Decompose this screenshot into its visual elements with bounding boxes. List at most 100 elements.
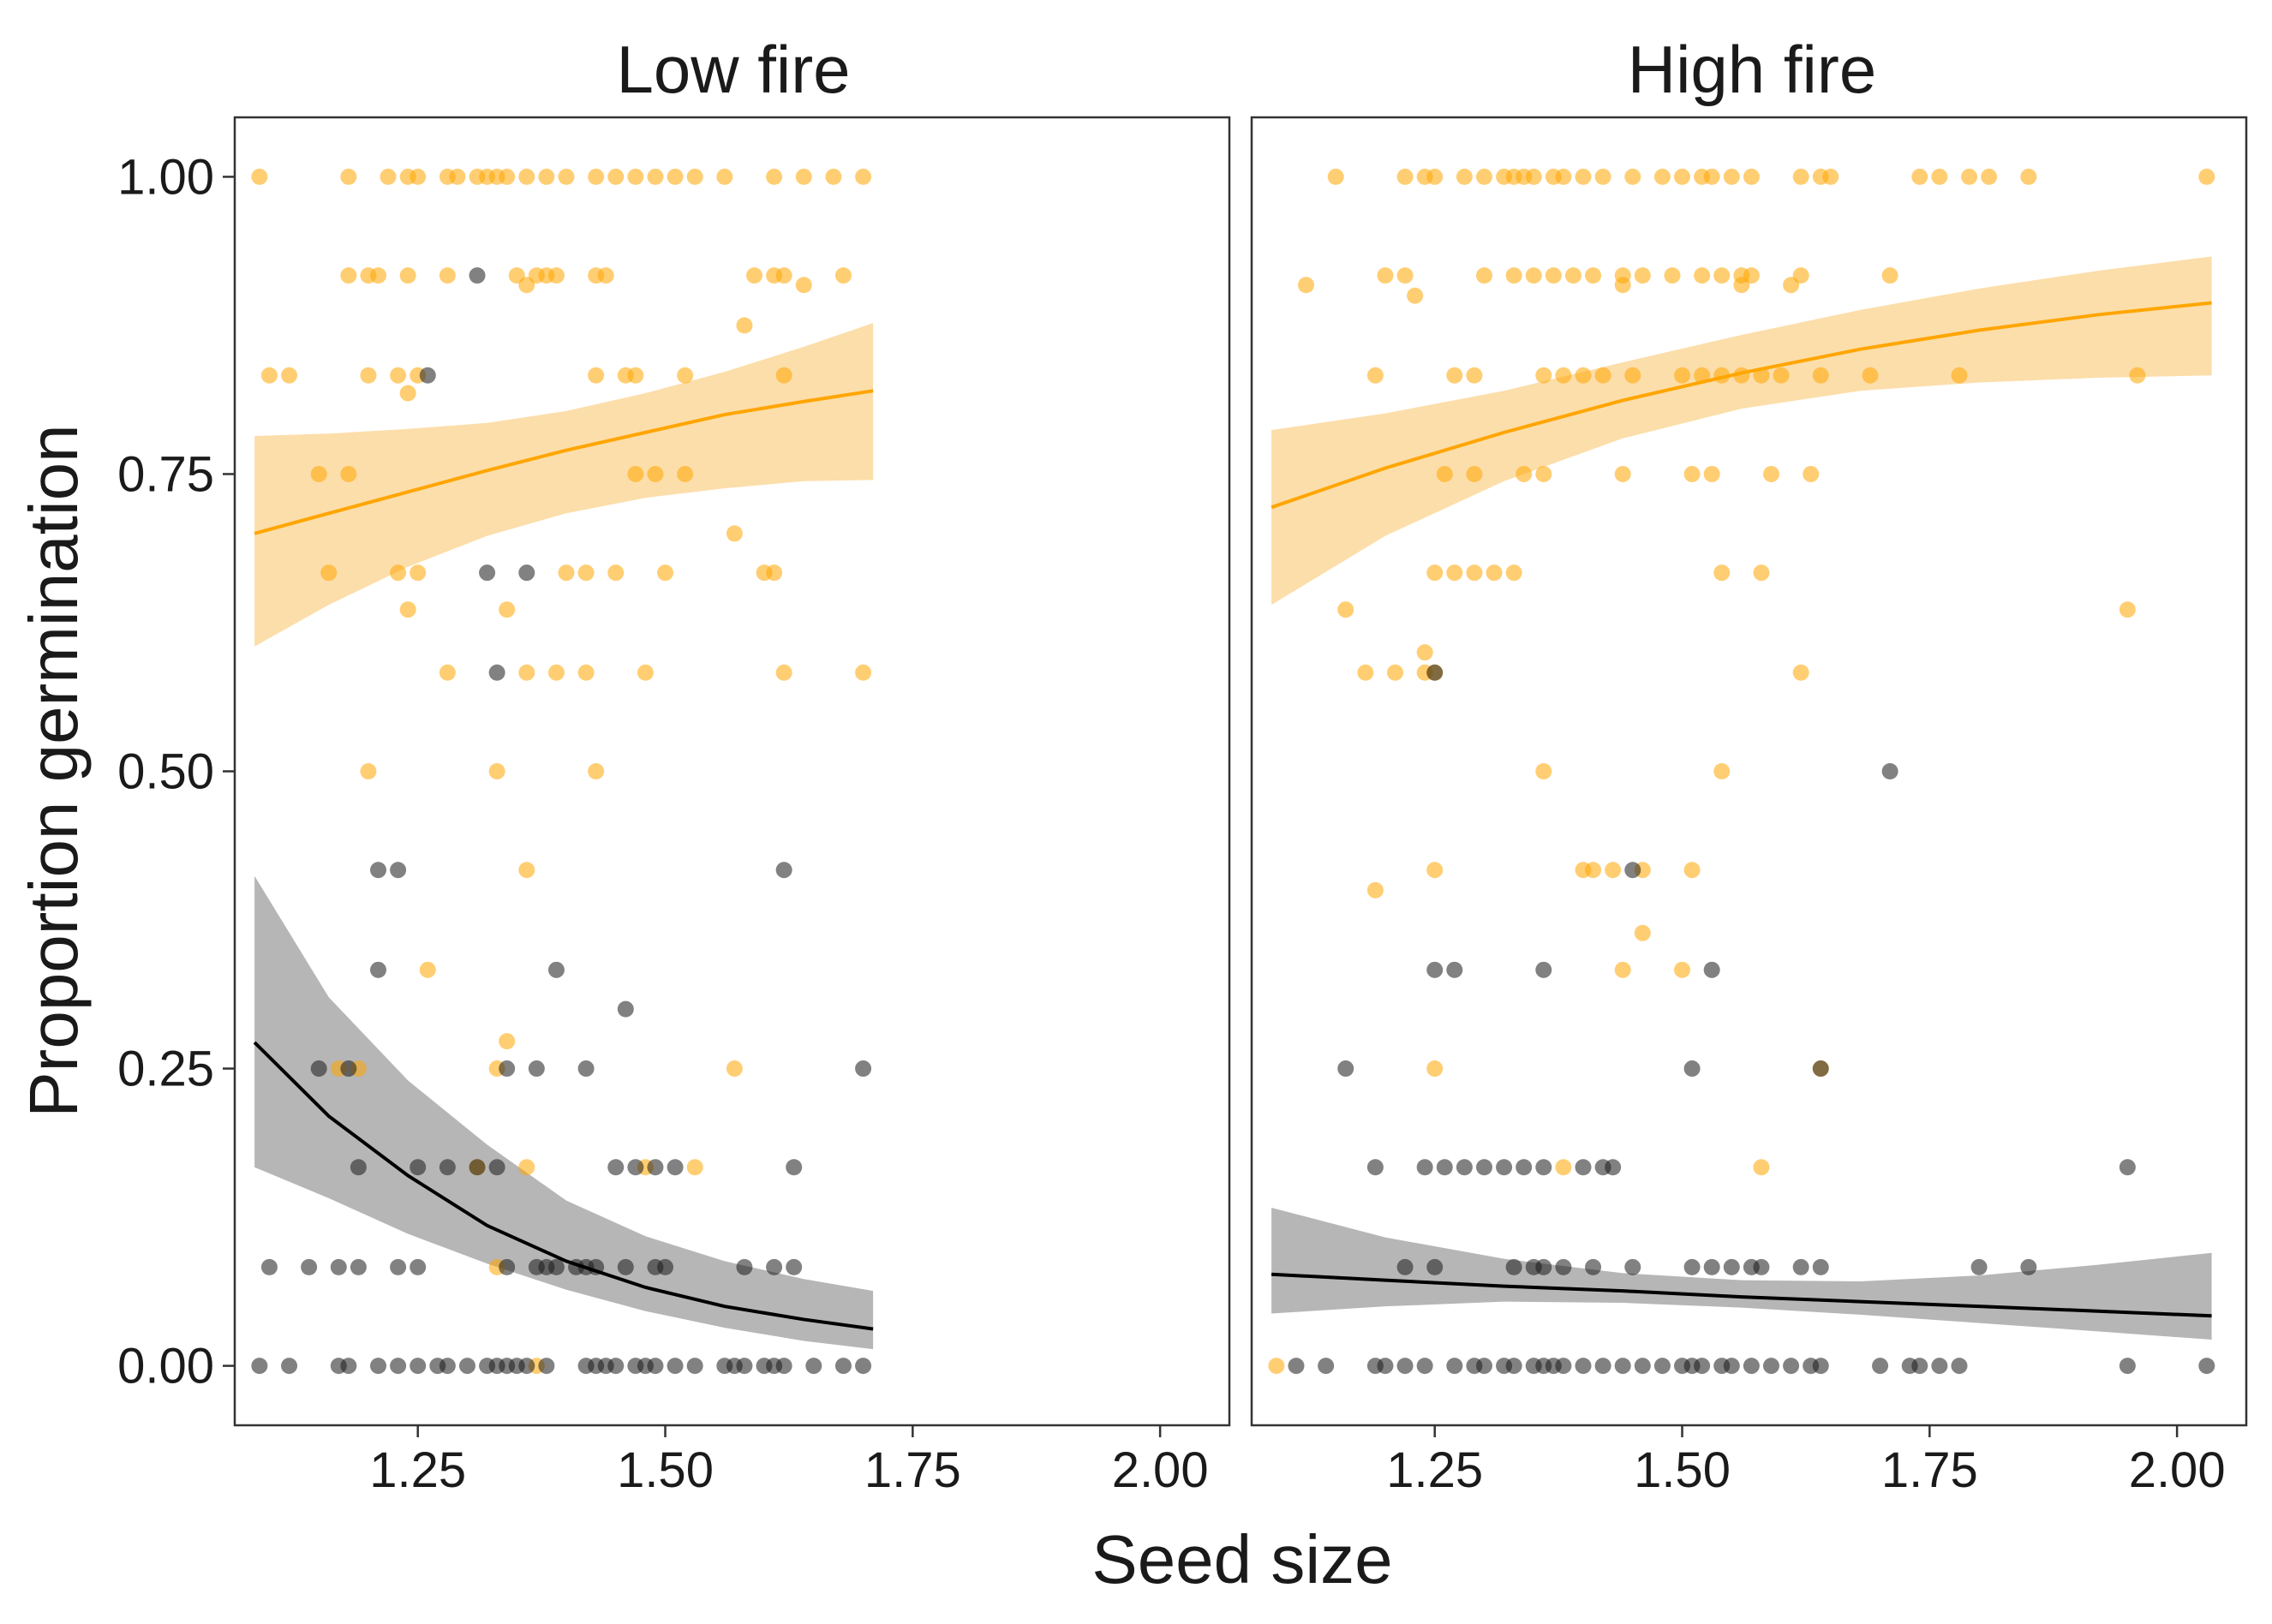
data-point-orange xyxy=(1733,277,1750,294)
data-point-orange xyxy=(766,564,783,582)
data-point-black xyxy=(1605,1159,1622,1176)
data-point-black xyxy=(439,1358,456,1375)
data-point-black xyxy=(1535,961,1552,978)
data-point-orange xyxy=(1723,168,1740,185)
data-point-orange xyxy=(577,664,595,681)
data-point-orange xyxy=(607,564,625,582)
data-point-orange xyxy=(1792,168,1809,185)
y-tick-label: 1.00 xyxy=(117,149,214,205)
data-point-black xyxy=(1653,1358,1671,1375)
data-point-orange xyxy=(1981,168,1998,185)
data-point-orange xyxy=(1466,465,1483,482)
data-point-orange xyxy=(1703,465,1720,482)
data-point-black xyxy=(786,1258,803,1275)
data-point-orange xyxy=(558,168,575,185)
data-point-black xyxy=(786,1159,803,1176)
data-point-orange xyxy=(1535,465,1552,482)
data-point-black xyxy=(1446,1358,1463,1375)
data-point-black xyxy=(419,367,436,384)
data-point-orange xyxy=(1713,564,1731,582)
x-axis-title: Seed size xyxy=(1091,1521,1392,1597)
data-point-orange xyxy=(716,168,733,185)
data-point-black xyxy=(855,1358,872,1375)
fit-line-black xyxy=(253,1041,874,1331)
data-point-black xyxy=(410,1159,427,1176)
data-point-orange xyxy=(1456,168,1473,185)
data-point-orange xyxy=(1357,664,1374,681)
confidence-band-orange xyxy=(1271,256,2212,606)
data-point-orange xyxy=(1674,168,1691,185)
data-point-orange xyxy=(1486,564,1503,582)
data-point-orange xyxy=(547,267,565,284)
data-point-orange xyxy=(1674,367,1691,384)
data-point-orange xyxy=(627,465,644,482)
data-point-orange xyxy=(1753,564,1770,582)
data-point-orange xyxy=(1535,367,1552,384)
x-tick-label: 1.75 xyxy=(1881,1442,1978,1498)
data-point-orange xyxy=(1951,367,1968,384)
data-point-orange xyxy=(399,267,416,284)
data-point-orange xyxy=(1396,267,1414,284)
data-point-orange xyxy=(647,168,664,185)
data-point-black xyxy=(439,1159,456,1176)
data-point-black xyxy=(488,664,505,681)
data-point-black xyxy=(458,1358,475,1375)
data-point-orange xyxy=(1575,367,1592,384)
data-point-black xyxy=(2119,1159,2136,1176)
data-point-black xyxy=(1377,1358,1394,1375)
data-point-orange xyxy=(745,267,762,284)
data-point-black xyxy=(766,1258,783,1275)
data-point-orange xyxy=(2198,168,2215,185)
data-point-black xyxy=(1683,1258,1701,1275)
data-point-black xyxy=(1683,1060,1701,1078)
data-point-orange xyxy=(627,367,644,384)
data-point-black xyxy=(736,1258,753,1275)
panel-border xyxy=(233,116,1231,1427)
data-point-orange xyxy=(499,601,516,618)
data-point-orange xyxy=(795,277,812,294)
data-point-orange xyxy=(518,168,535,185)
data-point-orange xyxy=(1614,277,1631,294)
panel-low-fire xyxy=(233,116,1231,1427)
data-point-orange xyxy=(1426,168,1444,185)
data-point-black xyxy=(627,1159,644,1176)
data-point-orange xyxy=(1416,644,1433,661)
data-point-orange xyxy=(1387,664,1404,681)
data-point-orange xyxy=(1436,465,1453,482)
data-point-orange xyxy=(1605,862,1622,879)
data-point-black xyxy=(607,1358,625,1375)
data-point-black xyxy=(1555,1358,1572,1375)
data-point-orange xyxy=(1773,367,1790,384)
data-point-orange xyxy=(667,168,684,185)
data-point-orange xyxy=(1575,168,1592,185)
data-point-orange xyxy=(518,862,535,879)
data-point-black xyxy=(390,1258,407,1275)
y-axis: 0.00 0.25 0.50 0.75 1.00 xyxy=(117,149,235,1394)
data-point-black xyxy=(775,862,792,879)
data-point-black xyxy=(350,1258,367,1275)
data-point-black xyxy=(1783,1358,1800,1375)
data-point-orange xyxy=(439,267,456,284)
confidence-band-black xyxy=(1271,1207,2212,1340)
data-point-orange xyxy=(1594,367,1611,384)
data-point-orange xyxy=(795,168,812,185)
data-point-black xyxy=(479,564,496,582)
data-point-orange xyxy=(1594,168,1611,185)
data-point-orange xyxy=(1535,763,1552,779)
data-point-orange xyxy=(686,168,703,185)
data-point-orange xyxy=(1931,168,1948,185)
data-point-black xyxy=(330,1258,347,1275)
data-point-orange xyxy=(1377,267,1394,284)
data-point-orange xyxy=(360,763,377,779)
data-point-black xyxy=(528,1060,545,1078)
panel-high-fire xyxy=(1250,116,2248,1427)
data-point-black xyxy=(1753,1258,1770,1275)
panel-title-low-fire: Low fire xyxy=(616,32,850,107)
data-point-orange xyxy=(449,168,466,185)
data-point-orange xyxy=(1812,367,1829,384)
data-point-orange xyxy=(1555,168,1572,185)
data-point-orange xyxy=(1426,862,1444,879)
data-point-orange xyxy=(488,763,505,779)
data-point-orange xyxy=(1337,601,1354,618)
data-point-orange xyxy=(1614,465,1631,482)
